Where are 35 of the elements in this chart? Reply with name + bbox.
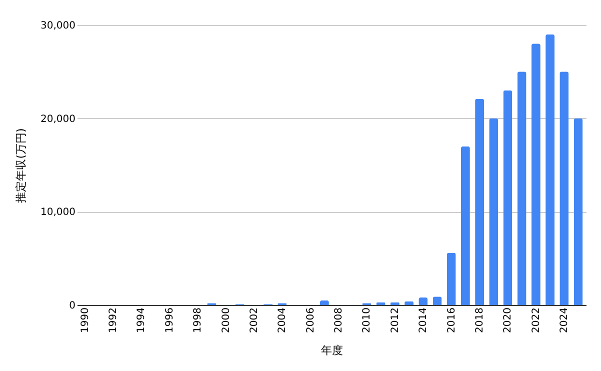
x-tick-label: 2016 (446, 308, 458, 333)
bar (418, 298, 428, 305)
x-tick-label: 2012 (390, 308, 401, 333)
y-tick-label: 0 (69, 300, 76, 312)
x-tick-label: 2004 (277, 308, 288, 333)
bar (460, 146, 470, 305)
y-tick-label: 30,000 (40, 20, 76, 32)
x-tick-label: 2020 (502, 308, 514, 333)
x-tick-label: 2024 (559, 308, 570, 333)
x-tick-label: 1996 (164, 308, 176, 333)
x-tick-label: 2014 (418, 308, 430, 333)
bar (475, 98, 484, 305)
x-tick-label: 2006 (305, 308, 316, 333)
x-tick-label: 1990 (80, 308, 91, 333)
bar (446, 252, 456, 305)
bar (574, 118, 583, 305)
x-axis-title: 年度 (321, 344, 343, 357)
y-tick-label: 20,000 (40, 114, 76, 125)
x-tick-label: 2018 (474, 308, 486, 333)
x-tick-label: 2008 (334, 308, 345, 333)
y-axis-title: 推定年収(万円) (14, 128, 28, 203)
x-tick-label: 2010 (362, 308, 373, 333)
bar (517, 72, 526, 305)
x-tick-label: 2002 (248, 308, 260, 333)
y-tick-label: 10,000 (40, 207, 76, 218)
x-tick-label: 1998 (192, 308, 204, 333)
x-tick-label: 1994 (136, 308, 148, 333)
bar (546, 34, 555, 305)
bar (560, 72, 569, 305)
x-tick-label: 1992 (108, 308, 119, 333)
bar (531, 44, 540, 305)
x-tick-label: 2022 (530, 308, 542, 333)
x-tick-label: 2000 (220, 308, 232, 333)
bar (503, 90, 512, 305)
bar (489, 118, 498, 305)
